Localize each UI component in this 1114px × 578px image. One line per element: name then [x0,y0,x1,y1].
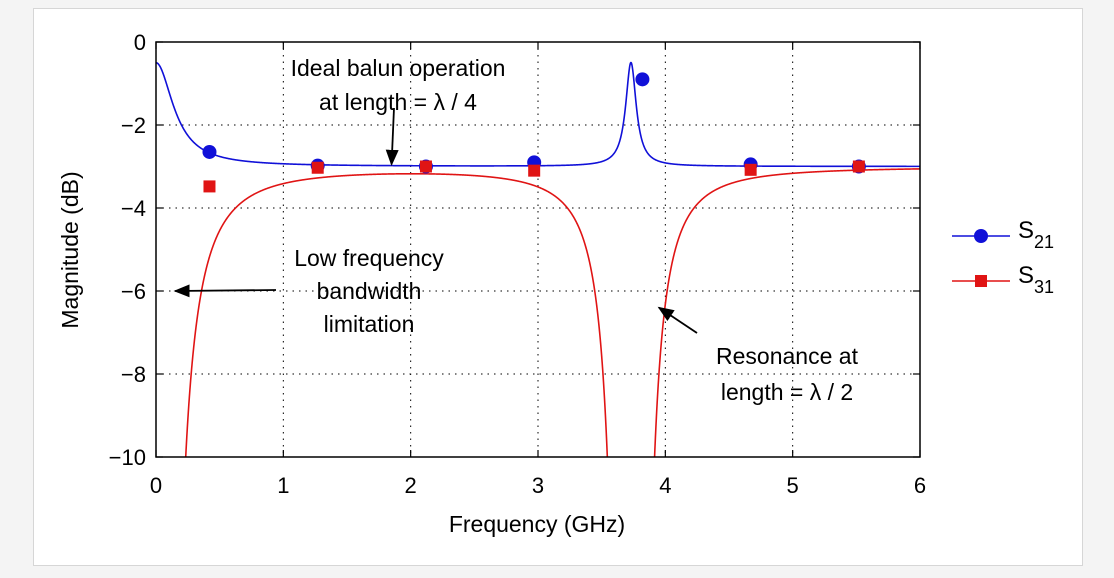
markers [202,72,866,193]
annotation-resonance-text: length = λ / 2 [721,379,853,405]
annotation-resonance-arrow [657,306,698,334]
y-tick-label: −2 [121,113,146,138]
y-tick-label: −4 [121,196,146,221]
annotation-ideal-text: at length = λ / 4 [319,89,477,115]
series-s21-marker [635,72,650,87]
y-tick-label: −6 [121,279,146,304]
annotation-lowfreq-text: limitation [324,311,415,337]
annotation-lowfreq-arrow [173,284,277,298]
x-tick-label: 2 [405,473,417,498]
annotation-resonance-text: Resonance at [716,343,859,369]
x-tick-label: 0 [150,473,162,498]
annotations: Ideal balun operation at length = λ / 4 Lo… [173,55,859,405]
legend-s31-label: S31 [1018,262,1054,297]
x-tick-label: 3 [532,473,544,498]
axis-ticks: 0 1 2 3 4 5 6 0 −2 −4 −6 −8 −10 [109,30,926,498]
curves [156,61,920,457]
series-s31-marker [311,161,324,174]
legend-s31-marker [975,275,987,287]
series-s31-marker [528,164,541,177]
legend-subscript: 21 [1034,232,1054,252]
x-tick-label: 6 [914,473,926,498]
annotation-lowfreq-text: bandwidth [317,278,422,304]
grid-lines [156,42,920,457]
x-tick-label: 1 [277,473,289,498]
y-tick-label: −8 [121,362,146,387]
x-tick-label: 4 [659,473,671,498]
series-s31-marker [744,163,757,176]
y-axis-label: Magnitude (dB) [57,171,83,328]
legend: S21 S31 [952,217,1054,297]
x-axis-label: Frequency (GHz) [449,511,625,537]
legend-subscript: 31 [1034,277,1054,297]
y-tick-label: −10 [109,445,146,470]
annotation-ideal-text: Ideal balun operation [291,55,506,81]
legend-s21-marker [974,229,988,243]
figure-frame [33,8,1083,566]
series-s31-marker [419,160,432,173]
x-tick-label: 5 [787,473,799,498]
series-s21-marker [202,144,217,159]
series-s31-marker [203,180,216,193]
annotation-lowfreq-text: Low frequency [294,245,444,271]
y-tick-label: 0 [134,30,146,55]
series-s31-line [184,168,920,457]
series-s31-marker [852,160,865,173]
annotation-ideal-arrow [385,107,399,167]
legend-s21-label: S21 [1018,217,1054,252]
